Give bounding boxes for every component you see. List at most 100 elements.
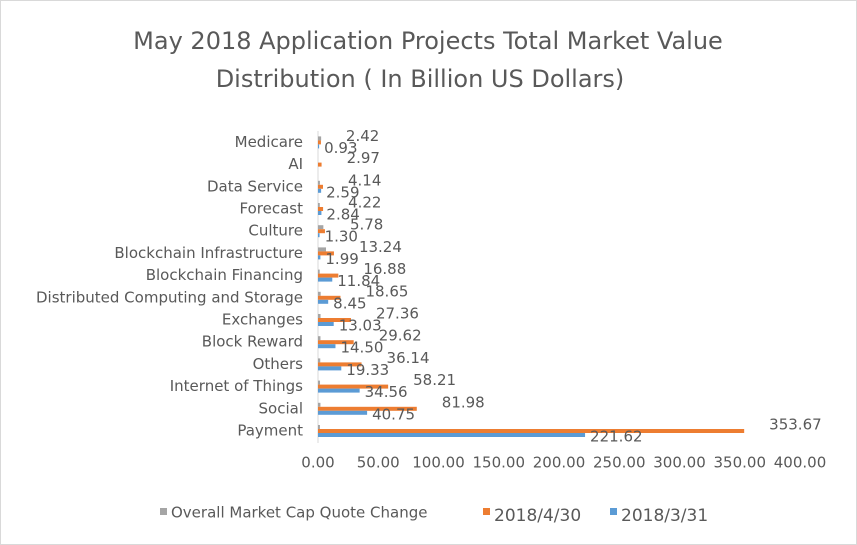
bar xyxy=(318,207,324,211)
data-label: 14.50 xyxy=(340,339,383,357)
bar xyxy=(318,362,362,367)
bar xyxy=(318,406,417,411)
data-label: 4.22 xyxy=(348,194,381,212)
data-label: 13.24 xyxy=(359,238,402,256)
bar xyxy=(318,251,334,256)
bar xyxy=(318,229,325,234)
bar xyxy=(318,188,322,193)
bar xyxy=(318,318,351,322)
y-tick-label: Data Service xyxy=(207,177,303,195)
bar xyxy=(318,358,321,363)
y-tick-label: Forecast xyxy=(240,200,304,218)
bar xyxy=(318,184,323,189)
data-label: 2.97 xyxy=(347,149,380,167)
data-label: 5.78 xyxy=(350,216,383,234)
x-tick-label: 200.00 xyxy=(533,454,586,472)
y-tick-label: AI xyxy=(288,155,303,173)
y-tick-label: Others xyxy=(253,355,304,373)
bar xyxy=(318,295,341,300)
y-tick-label: Blockchain Financing xyxy=(146,266,303,284)
chart-subtitle: Distribution ( In Billion US Dollars) xyxy=(216,65,625,93)
y-tick-label: Distributed Computing and Storage xyxy=(36,288,303,306)
x-tick-label: 300.00 xyxy=(653,454,706,472)
x-tick-label: 0.00 xyxy=(301,454,334,472)
bar xyxy=(318,136,322,141)
data-label: 19.33 xyxy=(346,361,389,379)
x-tick-label: 100.00 xyxy=(412,454,465,472)
data-label: 27.36 xyxy=(376,305,419,323)
bar xyxy=(318,322,334,326)
data-label: 34.56 xyxy=(365,383,408,401)
legend-swatch xyxy=(483,508,490,515)
legend-label: 2018/4/30 xyxy=(494,506,581,526)
data-label: 81.98 xyxy=(442,393,485,411)
bar xyxy=(318,344,336,349)
y-tick-label: Medicare xyxy=(235,133,303,151)
data-label: 1.30 xyxy=(325,228,358,246)
x-tick-label: 350.00 xyxy=(714,454,767,472)
y-tick-label: Payment xyxy=(237,422,303,440)
bar xyxy=(318,402,321,407)
bar xyxy=(318,140,321,145)
y-tick-label: Culture xyxy=(248,222,303,240)
bar xyxy=(318,203,320,207)
bar xyxy=(318,247,327,252)
bar xyxy=(318,425,320,429)
bar xyxy=(318,366,342,371)
x-tick-label: 50.00 xyxy=(357,454,400,472)
data-label: 29.62 xyxy=(379,327,422,345)
bar xyxy=(318,225,324,230)
data-label: 1.99 xyxy=(325,250,358,268)
data-label: 353.67 xyxy=(769,416,822,434)
legend-label: 2018/3/31 xyxy=(621,506,708,526)
data-label: 18.65 xyxy=(365,282,408,300)
bar xyxy=(318,388,360,393)
legend-swatch xyxy=(610,508,617,515)
y-tick-label: Block Reward xyxy=(202,333,303,351)
data-label: 8.45 xyxy=(333,294,366,312)
bar xyxy=(318,233,320,238)
data-label: 40.75 xyxy=(372,405,415,423)
y-tick-label: Internet of Things xyxy=(170,377,303,395)
bar xyxy=(318,144,320,149)
data-label: 36.14 xyxy=(387,349,430,367)
bar xyxy=(318,277,333,282)
data-label: 58.21 xyxy=(413,371,456,389)
data-label: 221.62 xyxy=(590,428,643,446)
data-label: 2.84 xyxy=(326,206,359,224)
legend-label: Overall Market Cap Quote Change xyxy=(171,504,427,522)
data-label: 11.84 xyxy=(337,272,380,290)
y-tick-label: Exchanges xyxy=(222,311,303,329)
bar xyxy=(318,340,354,345)
bar xyxy=(318,299,329,304)
bar xyxy=(318,384,389,389)
bar xyxy=(318,273,339,278)
y-tick-label: Social xyxy=(259,399,303,417)
data-label: 4.14 xyxy=(348,171,381,189)
bar xyxy=(318,433,586,437)
bar xyxy=(318,291,321,296)
bar xyxy=(318,380,321,385)
bar xyxy=(318,269,320,274)
data-label: 2.59 xyxy=(326,183,359,201)
bar xyxy=(318,255,321,260)
bar xyxy=(318,429,745,433)
x-tick-label: 150.00 xyxy=(473,454,526,472)
y-tick-label: Blockchain Infrastructure xyxy=(114,244,303,262)
data-label: 13.03 xyxy=(339,317,382,335)
legend-swatch xyxy=(160,508,167,515)
bar xyxy=(318,314,321,318)
data-label: 0.93 xyxy=(324,139,357,157)
bar xyxy=(318,336,321,341)
chart-title: May 2018 Application Projects Total Mark… xyxy=(133,27,723,55)
bar xyxy=(318,211,322,215)
bar xyxy=(318,410,368,415)
data-label: 2.42 xyxy=(346,127,379,145)
x-tick-label: 400.00 xyxy=(774,454,827,472)
data-label: 16.88 xyxy=(363,260,406,278)
bar xyxy=(318,162,322,167)
bar xyxy=(318,180,320,185)
x-tick-label: 250.00 xyxy=(593,454,646,472)
